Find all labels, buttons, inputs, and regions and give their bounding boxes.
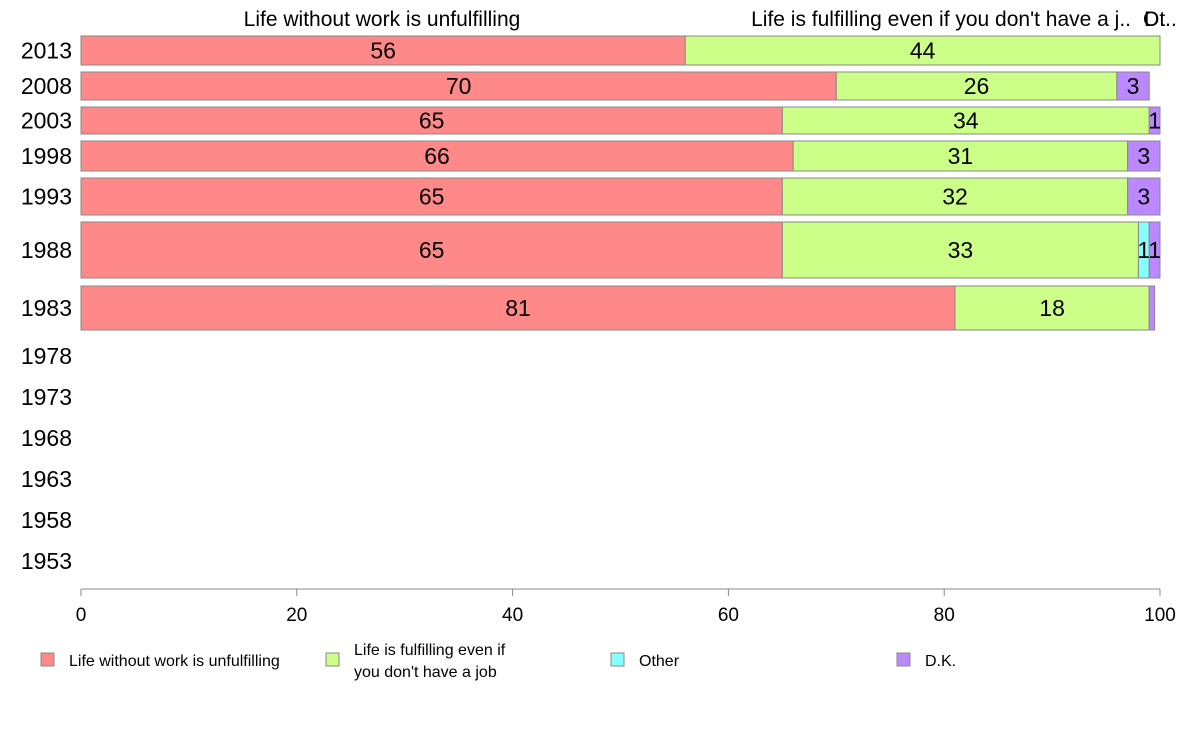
bar-segment-1998-s0 <box>80 140 794 172</box>
column-header-fulfilling: Life is fulfilling even if you don't hav… <box>751 8 1131 31</box>
bar-segment-1983-s1 <box>954 285 1150 331</box>
legend: Life without work is unfulfilling Life is… <box>40 642 956 681</box>
bar-label-2008-s3: 3 <box>1127 73 1140 99</box>
x-tick-label-40: 40 <box>502 605 523 626</box>
year-label-1958: 1958 <box>21 507 72 533</box>
bar-segment-2003-s3 <box>1148 106 1161 135</box>
bar-label-1993-s0: 65 <box>419 184 445 210</box>
year-label-1953: 1953 <box>21 548 72 574</box>
bar-label-2003-s0: 65 <box>419 108 445 134</box>
year-label-2008: 2008 <box>21 73 72 99</box>
bar-segment-2003-s1 <box>781 106 1150 135</box>
bar-segment-1988-s3 <box>1148 221 1161 279</box>
bar-label-1998-s3: 3 <box>1137 143 1150 169</box>
x-tick-label-80: 80 <box>934 605 955 626</box>
bar-label-1998-s1: 31 <box>948 143 974 169</box>
year-label-1963: 1963 <box>21 466 72 492</box>
legend-label-1: Life is fulfilling even if you don't have… <box>354 642 506 681</box>
x-tick-label-60: 60 <box>718 605 739 626</box>
x-tick-label-100: 100 <box>1144 605 1176 626</box>
legend-swatch-3 <box>896 652 911 667</box>
column-header-other: Ot.. <box>1143 8 1177 31</box>
legend-swatch-2 <box>610 652 625 667</box>
bar-label-2013-s0: 56 <box>370 38 396 64</box>
bar-label-2003-s1: 34 <box>953 108 979 134</box>
legend-swatch-0 <box>40 652 55 667</box>
bar-segment-1993-s3 <box>1127 177 1161 216</box>
bar-segment-1993-s1 <box>781 177 1129 216</box>
legend-swatch-1 <box>325 652 340 667</box>
year-label-2003: 2003 <box>21 108 72 134</box>
bar-segment-2003-s0 <box>80 106 783 135</box>
x-tick-label-20: 20 <box>286 605 307 626</box>
year-label-1968: 1968 <box>21 425 72 451</box>
bar-label-2003-s3: 1 <box>1148 108 1161 134</box>
year-label-1998: 1998 <box>21 143 72 169</box>
bar-segment-2013-s1 <box>684 35 1161 66</box>
bar-label-1998-s0: 66 <box>424 143 450 169</box>
bar-label-1983-s0: 81 <box>505 295 531 321</box>
bar-segment-1998-s1 <box>792 140 1129 172</box>
bar-label-2008-s1: 26 <box>964 73 990 99</box>
bar-label-1993-s1: 32 <box>942 184 968 210</box>
year-label-1978: 1978 <box>21 343 72 369</box>
bar-label-1988-s3: 1 <box>1148 237 1161 263</box>
column-header-unfulfilling: Life without work is unfulfilling <box>244 8 521 31</box>
year-label-1973: 1973 <box>21 384 72 410</box>
bar-segment-1993-s0 <box>80 177 783 216</box>
bar-label-1983-s1: 18 <box>1039 295 1065 321</box>
bar-segment-1988-s1 <box>781 221 1139 279</box>
bar-label-2013-s1: 44 <box>910 38 936 64</box>
column-header-dk: D.. <box>1144 8 1171 31</box>
bar-segment-1983-s3 <box>1148 285 1156 331</box>
legend-label-0: Life without work is unfulfilling <box>69 653 280 670</box>
bar-label-1988-s0: 65 <box>419 237 445 263</box>
bar-label-2008-s0: 70 <box>446 73 472 99</box>
x-tick-label-0: 0 <box>76 605 87 626</box>
year-label-1988: 1988 <box>21 237 72 263</box>
bar-segment-1998-s3 <box>1127 140 1161 172</box>
bar-segment-2008-s3 <box>1116 71 1150 101</box>
bar-segment-1988-s0 <box>80 221 783 279</box>
column-headers: Life without work is unfulfilling Life i… <box>244 8 1177 31</box>
bar-label-1988-s1: 33 <box>948 237 974 263</box>
bar-label-1988-s2: 1 <box>1137 237 1150 263</box>
legend-label-3: D.K. <box>925 653 956 670</box>
x-axis: 0 20 40 60 80 100 <box>76 588 1176 626</box>
year-label-1993: 1993 <box>21 184 72 210</box>
year-label-2013: 2013 <box>21 38 72 64</box>
bar-label-1993-s3: 3 <box>1137 184 1150 210</box>
year-label-1983: 1983 <box>21 295 72 321</box>
legend-label-2: Other <box>639 653 680 670</box>
